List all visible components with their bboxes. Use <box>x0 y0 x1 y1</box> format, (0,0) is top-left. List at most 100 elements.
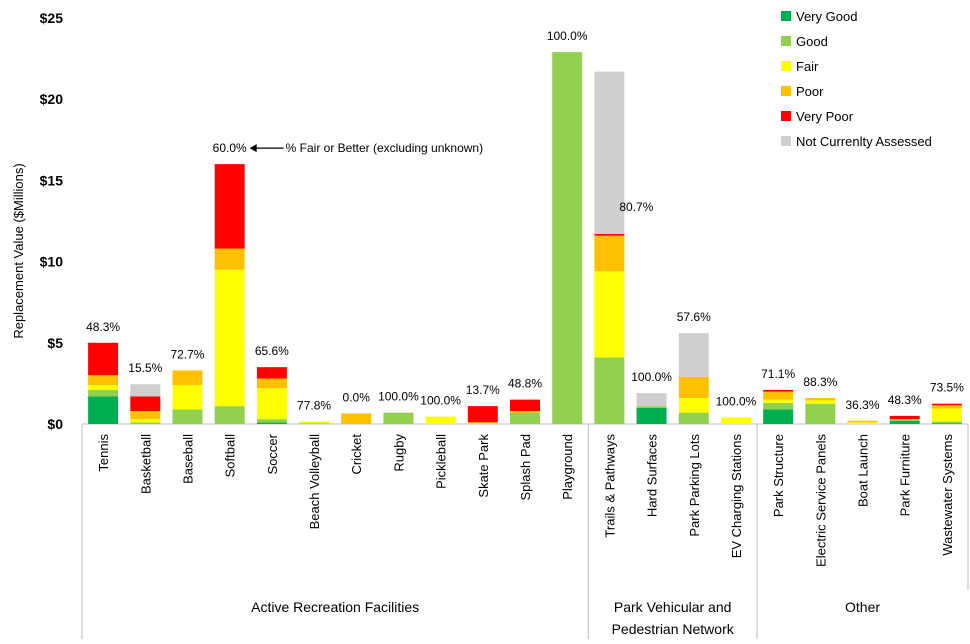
y-tick-label: $0 <box>47 416 63 432</box>
bar-segment <box>805 400 836 404</box>
bar-segment <box>88 385 119 390</box>
bar-segment <box>931 405 962 409</box>
bar-segment <box>88 389 119 397</box>
bar-segment <box>172 370 203 386</box>
legend-label: Not Currenlty Assessed <box>796 134 932 149</box>
data-label: 57.6% <box>677 310 711 324</box>
bar-segment <box>847 422 878 424</box>
bar-segment <box>256 419 287 423</box>
bar-segment <box>847 420 878 423</box>
bar-segment <box>214 164 245 249</box>
group-label: Park Vehicular and Pedestrian Network <box>612 599 735 637</box>
bar-segment <box>636 407 667 424</box>
x-tick-label: Park Parking Lots <box>687 434 702 537</box>
bar-segment <box>678 412 709 424</box>
bar-segment <box>889 415 920 420</box>
bar-segment <box>931 421 962 424</box>
data-label: 72.7% <box>170 347 204 361</box>
data-label: 48.3% <box>86 320 120 334</box>
data-label: 77.8% <box>297 399 331 413</box>
data-label: 65.6% <box>255 344 289 358</box>
x-tick-label: Pickleball <box>434 434 449 489</box>
data-label: 48.8% <box>508 377 542 391</box>
bar-segment <box>130 396 161 412</box>
bar-segment <box>256 388 287 420</box>
legend-label: Very Good <box>796 9 857 24</box>
legend-swatch <box>781 86 791 96</box>
y-tick-label: $10 <box>40 254 64 270</box>
data-label: 0.0% <box>343 390 371 404</box>
data-label: 60.0% <box>213 141 247 155</box>
bar-segment <box>763 402 794 410</box>
legend-label: Fair <box>796 59 819 74</box>
bar-segment <box>256 378 287 389</box>
bar-segment <box>299 423 330 424</box>
y-tick-label: $15 <box>40 172 64 188</box>
legend-swatch <box>781 136 791 146</box>
bar-segment <box>763 399 794 403</box>
x-tick-label: Hard Surfaces <box>645 434 660 518</box>
bar-segment <box>130 384 161 397</box>
bar-segment <box>805 403 836 424</box>
bar-segment <box>88 342 119 376</box>
bar-segment <box>636 393 667 407</box>
data-label: 48.3% <box>888 393 922 407</box>
bar-segment <box>214 248 245 270</box>
data-label: 73.5% <box>930 381 964 395</box>
bar-segment <box>678 376 709 399</box>
bar-segment <box>594 271 625 358</box>
data-label: 71.1% <box>761 367 795 381</box>
bar-segment <box>594 235 625 272</box>
legend-swatch <box>781 111 791 121</box>
x-tick-label: Soccer <box>265 433 280 474</box>
data-label: 100.0% <box>378 390 419 404</box>
bar-segment <box>172 385 203 410</box>
bar-segment <box>130 422 161 424</box>
bar-segment <box>510 411 540 413</box>
bar-segment <box>594 71 625 234</box>
bar-segment <box>889 420 920 424</box>
legend-swatch <box>781 61 791 71</box>
x-tick-label: Softball <box>223 434 238 477</box>
x-tick-label: Trails & Pathways <box>602 434 617 538</box>
data-label: 100.0% <box>547 29 588 43</box>
x-tick-label: Basketball <box>138 434 153 494</box>
x-tick-label: EV Charging Stations <box>729 434 744 559</box>
x-tick-label: Park Furniture <box>898 434 913 516</box>
bar-segment <box>594 233 625 236</box>
bar-segment <box>172 409 203 424</box>
bar-segment <box>678 333 709 377</box>
bar-segment <box>467 422 498 424</box>
x-tick-label: Cricket <box>349 434 364 475</box>
group-label-line: Park Vehicular and <box>614 599 732 615</box>
data-label: 15.5% <box>128 361 162 375</box>
bar-segment <box>383 412 414 424</box>
group-label: Other <box>845 599 880 615</box>
bar-segment <box>763 391 794 400</box>
x-tick-label: Tennis <box>96 434 111 472</box>
x-tick-label: Boat Launch <box>856 434 871 507</box>
data-label: 100.0% <box>716 395 757 409</box>
data-label: 100.0% <box>631 370 672 384</box>
bar-segment <box>678 398 709 413</box>
bar-segment <box>467 406 498 423</box>
legend-swatch <box>781 36 791 46</box>
bar-segment <box>299 421 330 424</box>
x-tick-label: Wastewater Systems <box>940 434 955 556</box>
x-tick-label: Rugby <box>391 434 406 472</box>
x-tick-label: Baseball <box>180 434 195 484</box>
bar-segment <box>636 406 667 408</box>
bar-segment <box>214 269 245 407</box>
bar-segment <box>256 367 287 379</box>
bar-segment <box>214 406 245 424</box>
bar-segment <box>594 357 625 424</box>
x-tick-label: Electric Service Panels <box>813 434 828 567</box>
bar-segment <box>552 52 583 424</box>
x-tick-label: Park Structure <box>771 434 786 517</box>
bar-segment <box>88 396 119 424</box>
y-tick-label: $5 <box>47 335 63 351</box>
x-tick-label: Playground <box>560 434 575 500</box>
bar-segment <box>931 403 962 406</box>
legend-label: Poor <box>796 84 824 99</box>
